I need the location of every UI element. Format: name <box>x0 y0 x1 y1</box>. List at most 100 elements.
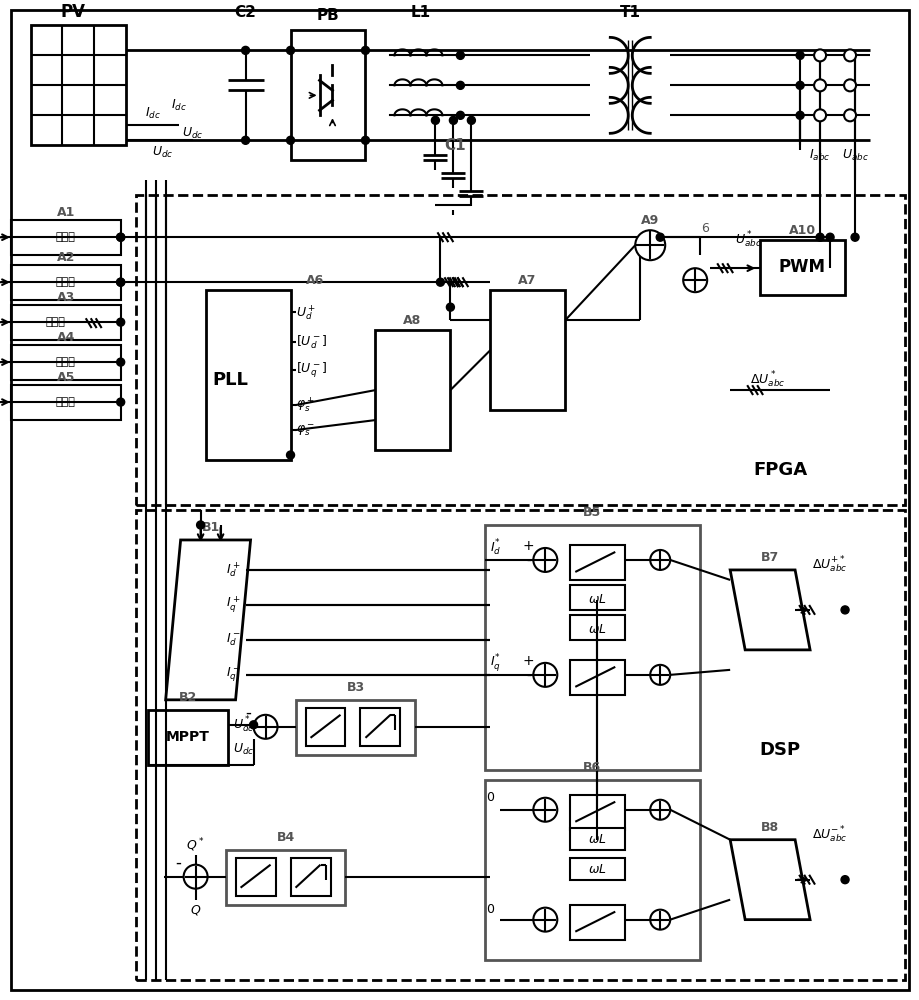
Circle shape <box>447 303 454 311</box>
Circle shape <box>250 721 257 729</box>
Circle shape <box>457 111 464 119</box>
Text: A1: A1 <box>57 206 75 219</box>
Text: 平均值: 平均值 <box>56 232 75 242</box>
Text: $\varphi_s^+$: $\varphi_s^+$ <box>296 396 314 414</box>
Text: 0: 0 <box>486 903 494 916</box>
Circle shape <box>449 116 458 124</box>
Text: $\Delta U_{abc}^{+*}$: $\Delta U_{abc}^{+*}$ <box>812 555 847 575</box>
Circle shape <box>431 116 439 124</box>
Bar <box>11 220 120 255</box>
Circle shape <box>117 358 125 366</box>
Text: -: - <box>526 555 531 569</box>
Bar <box>290 858 331 896</box>
Bar <box>571 828 625 850</box>
Circle shape <box>683 268 708 292</box>
Circle shape <box>287 46 294 54</box>
Circle shape <box>533 798 557 822</box>
Circle shape <box>796 51 804 59</box>
Bar <box>235 858 276 896</box>
Bar <box>148 710 228 765</box>
Bar <box>11 385 120 420</box>
Text: 0: 0 <box>486 791 494 804</box>
Text: PLL: PLL <box>212 371 248 389</box>
Bar <box>136 510 905 980</box>
Bar <box>11 265 120 300</box>
Text: A5: A5 <box>57 371 75 384</box>
Bar <box>11 345 120 380</box>
Circle shape <box>651 800 670 820</box>
Text: A7: A7 <box>518 274 537 287</box>
Bar <box>760 240 845 295</box>
Bar <box>225 850 346 905</box>
Bar <box>491 290 565 410</box>
Text: $\omega L$: $\omega L$ <box>588 833 607 846</box>
Circle shape <box>796 81 804 89</box>
Text: $I_d^+$: $I_d^+$ <box>225 560 240 579</box>
Text: DSP: DSP <box>760 741 800 759</box>
Bar <box>485 525 700 770</box>
Bar <box>571 615 625 640</box>
Circle shape <box>796 111 804 119</box>
Text: $U_{dc}$: $U_{dc}$ <box>152 145 174 160</box>
Text: $[U_q^-]$: $[U_q^-]$ <box>296 360 327 380</box>
Circle shape <box>437 278 445 286</box>
Text: PB: PB <box>316 8 339 23</box>
Text: B8: B8 <box>761 821 779 834</box>
Bar <box>376 330 450 450</box>
Circle shape <box>117 278 125 286</box>
Circle shape <box>457 81 464 89</box>
Text: $I_d^-$: $I_d^-$ <box>225 632 240 648</box>
Text: $\omega L$: $\omega L$ <box>588 623 607 636</box>
Text: +: + <box>523 654 534 668</box>
Circle shape <box>841 606 849 614</box>
Circle shape <box>117 233 125 241</box>
Circle shape <box>242 46 250 54</box>
Text: 平均值: 平均值 <box>56 357 75 367</box>
Circle shape <box>287 451 294 459</box>
Circle shape <box>635 230 665 260</box>
Text: -: - <box>526 670 531 684</box>
Circle shape <box>117 278 125 286</box>
Circle shape <box>117 318 125 326</box>
Circle shape <box>851 233 859 241</box>
Text: $U_{abc}^*$: $U_{abc}^*$ <box>735 230 762 250</box>
Circle shape <box>117 398 125 406</box>
Text: B3: B3 <box>346 681 365 694</box>
Text: 平均值: 平均值 <box>46 317 65 327</box>
Bar <box>136 195 905 505</box>
Text: MPPT: MPPT <box>165 730 210 744</box>
Text: $I_{dc}$: $I_{dc}$ <box>144 106 161 121</box>
Text: +: + <box>523 539 534 553</box>
Circle shape <box>844 49 857 61</box>
Text: $Q^*$: $Q^*$ <box>187 836 205 854</box>
Text: FPGA: FPGA <box>753 461 807 479</box>
Circle shape <box>533 548 557 572</box>
Text: $U_{dc}$: $U_{dc}$ <box>233 742 254 757</box>
Circle shape <box>814 49 826 61</box>
Bar <box>305 708 346 746</box>
Polygon shape <box>731 570 810 650</box>
Text: C1: C1 <box>445 138 466 153</box>
Bar <box>571 905 625 940</box>
Text: PV: PV <box>61 3 85 21</box>
Text: $I_{abc}$: $I_{abc}$ <box>810 148 831 163</box>
Text: B2: B2 <box>178 691 197 704</box>
Text: $\varphi_s^-$: $\varphi_s^-$ <box>296 422 314 438</box>
Text: A2: A2 <box>57 251 75 264</box>
Text: $Q$: $Q$ <box>190 903 201 917</box>
Text: -: - <box>245 704 252 722</box>
Circle shape <box>457 51 464 59</box>
Text: C2: C2 <box>234 5 256 20</box>
Circle shape <box>117 233 125 241</box>
Circle shape <box>651 550 670 570</box>
Circle shape <box>254 715 278 739</box>
Text: $I_d^{*}$: $I_d^{*}$ <box>490 538 501 558</box>
Text: $U_{dc}^*$: $U_{dc}^*$ <box>233 715 254 735</box>
Text: $\omega L$: $\omega L$ <box>588 593 607 606</box>
Bar <box>30 25 126 145</box>
Text: B7: B7 <box>761 551 779 564</box>
Text: A8: A8 <box>403 314 422 327</box>
Text: $I_q^-$: $I_q^-$ <box>225 666 240 684</box>
Bar <box>485 780 700 960</box>
Bar <box>571 660 625 695</box>
